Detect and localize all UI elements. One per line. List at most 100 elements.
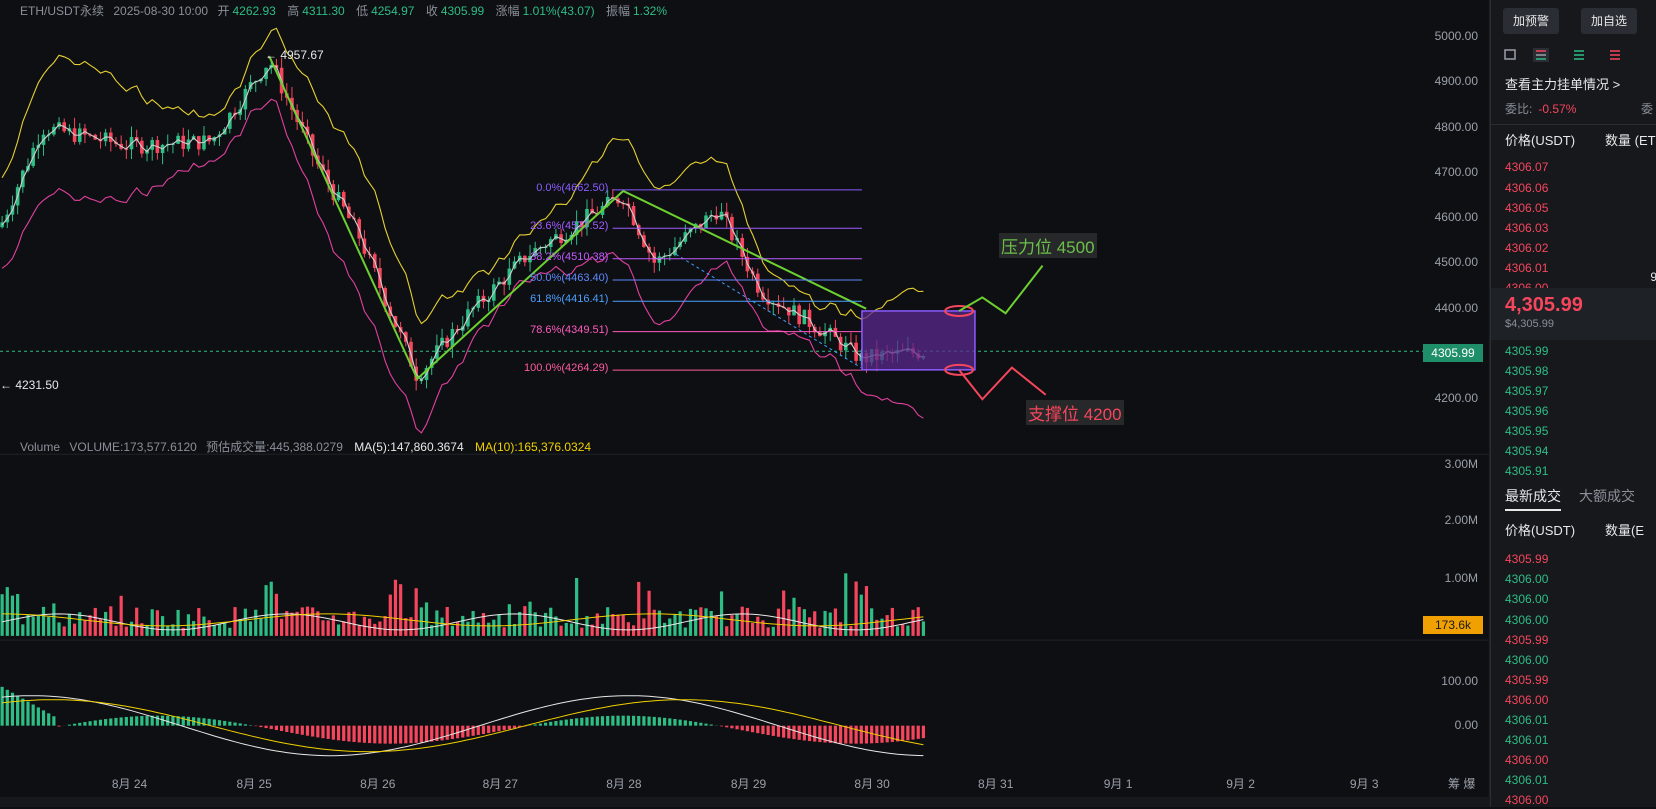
fib-label: 61.8%(4416.41)	[530, 293, 608, 305]
bid-row[interactable]: 4305.99	[1505, 342, 1548, 360]
volume-bar	[290, 613, 293, 636]
volume-tick: 2.00M	[1445, 513, 1478, 527]
ratio-cut-label: 委	[1641, 100, 1653, 117]
time-tick: 8月 24	[112, 775, 147, 792]
macd-bar	[886, 726, 889, 743]
volume-bar	[751, 623, 754, 636]
volume-bar	[886, 615, 889, 636]
macd-bar	[140, 716, 143, 726]
volume-bar	[11, 596, 14, 636]
orderbook-bids-icon[interactable]	[1571, 48, 1587, 62]
main-orders-link[interactable]: 查看主力挂单情况 >	[1505, 74, 1620, 93]
orderbook-asks-icon[interactable]	[1607, 48, 1623, 62]
orderbook-split-icon[interactable]	[1533, 48, 1549, 62]
volume-bar	[668, 619, 671, 636]
time-tick: 8月 29	[731, 775, 766, 792]
macd-bar	[378, 726, 381, 744]
volume-bar	[528, 602, 531, 636]
ask-row[interactable]: 4306.05	[1505, 199, 1548, 217]
tab-large-trades[interactable]: 大额成交	[1579, 486, 1635, 506]
volume-bar	[642, 618, 645, 635]
volume-bar	[508, 604, 511, 636]
bid-row[interactable]: 4305.97	[1505, 382, 1548, 400]
price-tick: 4200.00	[1435, 391, 1478, 405]
macd-bar	[384, 726, 387, 744]
bid-row[interactable]: 4305.98	[1505, 362, 1548, 380]
time-tick: 8月 28	[606, 775, 641, 792]
time-tick: 9月 2	[1226, 775, 1255, 792]
macd-bar	[544, 723, 547, 726]
trade-row: 4305.99	[1505, 631, 1548, 649]
volume-bar	[1, 594, 4, 636]
volume-bar	[911, 610, 914, 636]
volume-header: Volume VOLUME:173,577.6120 预估成交量:445,388…	[20, 438, 591, 455]
volume-bar	[710, 611, 713, 636]
volume-bar	[580, 628, 583, 636]
chart-canvas[interactable]	[0, 0, 1490, 807]
bid-row[interactable]: 4305.94	[1505, 442, 1548, 460]
macd-bar	[725, 726, 728, 728]
macd-bar	[32, 705, 35, 726]
volume-bar	[440, 618, 443, 636]
bid-row[interactable]: 4305.91	[1505, 462, 1548, 480]
macd-bar	[342, 726, 345, 741]
ask-row[interactable]: 4306.01	[1505, 259, 1548, 277]
resistance-label: 压力位 4500	[999, 233, 1097, 258]
volume-bar	[922, 621, 925, 636]
volume-bar	[787, 609, 790, 636]
ask-row[interactable]: 4306.06	[1505, 179, 1548, 197]
macd-bar	[689, 721, 692, 726]
volume-bar	[461, 616, 464, 636]
add-alert-button[interactable]: 加预警	[1503, 8, 1559, 34]
macd-bar	[622, 716, 625, 726]
ask-row[interactable]: 4306.07	[1505, 158, 1548, 176]
volume-bar	[477, 623, 480, 636]
volume-bar	[306, 607, 309, 636]
trade-row: 4306.00	[1505, 570, 1548, 588]
macd-bar	[182, 716, 185, 725]
fib-label: 100.0%(4264.29)	[524, 362, 608, 374]
axis-extra[interactable]: 筹 爆	[1448, 775, 1475, 792]
macd-bar	[880, 726, 883, 743]
price-tick: 4600.00	[1435, 210, 1478, 224]
macd-histogram	[1, 687, 925, 744]
amplitude-value: 1.32%	[633, 4, 667, 18]
bid-row[interactable]: 4305.95	[1505, 422, 1548, 440]
volume-bar	[611, 614, 614, 636]
macd-bar	[865, 726, 868, 744]
time-tick: 9月 1	[1104, 775, 1133, 792]
volume-bar	[399, 584, 402, 636]
ask-row[interactable]: 4306.02	[1505, 239, 1548, 257]
volume-bar	[342, 621, 345, 636]
volume-bar	[901, 624, 904, 635]
macd-bar	[89, 721, 92, 725]
volume-tick: 3.00M	[1445, 457, 1478, 471]
volume-bar	[513, 624, 516, 636]
volume-bar	[47, 617, 50, 636]
volume-bar	[32, 617, 35, 636]
volume-name: Volume	[20, 440, 60, 454]
swing-high-label: ← 4957.67	[265, 48, 324, 62]
macd-bar	[632, 716, 635, 726]
macd-bar	[425, 726, 428, 742]
macd-bar	[808, 726, 811, 741]
volume-bar	[896, 626, 899, 636]
macd-bar	[306, 726, 309, 736]
fib-label: 50.0%(4463.40)	[530, 272, 608, 284]
macd-bar	[363, 726, 366, 743]
bid-row[interactable]: 4305.96	[1505, 402, 1548, 420]
volume-bar	[280, 619, 283, 636]
orderbook-both-icon[interactable]	[1503, 48, 1519, 62]
add-favorite-button[interactable]: 加自选	[1581, 8, 1637, 34]
ask-row[interactable]: 4306.03	[1505, 219, 1548, 237]
macd-bar	[616, 716, 619, 726]
macd-bar	[440, 726, 443, 741]
volume-bar	[223, 622, 226, 636]
tab-latest-trades[interactable]: 最新成交	[1505, 486, 1561, 511]
candles	[0, 58, 925, 391]
low-value: 4254.97	[371, 4, 414, 18]
price-tick: 4900.00	[1435, 74, 1478, 88]
volume-bar	[63, 626, 66, 635]
volume-bar	[239, 619, 242, 636]
